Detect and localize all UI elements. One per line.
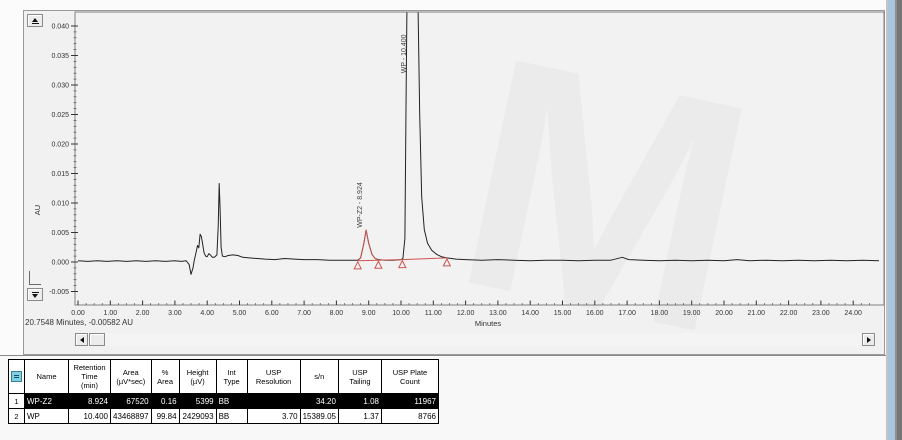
- column-header[interactable]: Retention Time (min): [68, 359, 111, 394]
- table-cell[interactable]: 67520: [110, 393, 152, 409]
- table-cell[interactable]: 99.84: [150, 408, 180, 424]
- table-row[interactable]: 2 WP 10.400 43468897 99.84 2429093 BB 3.70 15389…: [8, 408, 439, 424]
- table-cell[interactable]: 8.924: [68, 393, 111, 409]
- table-corner-cell[interactable]: [8, 359, 25, 394]
- column-header[interactable]: USP Plate Count: [380, 359, 439, 394]
- table-cell[interactable]: 5399: [178, 393, 217, 409]
- table-cell[interactable]: BB: [215, 408, 248, 424]
- right-arrow-icon: [866, 336, 871, 343]
- table-cell[interactable]: 1.08: [337, 393, 382, 409]
- table-cell[interactable]: WP-Z2: [24, 393, 69, 409]
- scroll-up-button[interactable]: [27, 14, 43, 27]
- table-row[interactable]: 1 WP-Z2 8.924 67520 0.16 5399 BB 34.20 1.08 11967: [8, 393, 439, 409]
- up-arrow-icon: [31, 17, 40, 24]
- grid-corner-icon: [11, 371, 22, 382]
- column-header[interactable]: Int Type: [215, 359, 248, 394]
- window-edge-scrollbar[interactable]: [886, 0, 902, 440]
- left-arrow-icon: [79, 336, 84, 343]
- table-cell[interactable]: 11967: [380, 393, 439, 409]
- results-pane: Name Retention Time (min) Area (µV*sec)% A…: [0, 355, 902, 440]
- table-cell[interactable]: 15389.05: [299, 408, 339, 424]
- table-cell[interactable]: 8766: [380, 408, 439, 424]
- table-cell[interactable]: 0.16: [150, 393, 180, 409]
- row-number-cell[interactable]: 2: [8, 408, 25, 424]
- horizontal-scrollbar-thumb[interactable]: [89, 333, 105, 346]
- horizontal-scrollbar-track[interactable]: [75, 333, 876, 346]
- table-cell[interactable]: [246, 393, 301, 409]
- column-header[interactable]: % Area: [150, 359, 180, 394]
- table-cell[interactable]: 2429093: [178, 408, 217, 424]
- down-arrow-icon: [31, 291, 40, 298]
- chromatogram-pane: [23, 10, 885, 355]
- column-header[interactable]: Name: [24, 359, 69, 394]
- column-header[interactable]: USP Tailing: [337, 359, 382, 394]
- table-cell[interactable]: 3.70: [246, 408, 301, 424]
- row-number-cell[interactable]: 1: [8, 393, 25, 409]
- scroll-down-button[interactable]: [27, 288, 43, 301]
- scroll-left-button[interactable]: [75, 333, 88, 346]
- table-cell[interactable]: BB: [215, 393, 248, 409]
- table-cell[interactable]: 43468897: [110, 408, 152, 424]
- column-header[interactable]: s/n: [299, 359, 339, 394]
- scroll-right-button[interactable]: [862, 333, 875, 346]
- cursor-position-status: 20.7548 Minutes, -0.00582 AU: [25, 318, 134, 327]
- table-cell[interactable]: 1.37: [337, 408, 382, 424]
- table-cell[interactable]: 10.400: [68, 408, 111, 424]
- peak-results-table: Name Retention Time (min) Area (µV*sec)% A…: [8, 359, 439, 424]
- column-header[interactable]: Area (µV*sec): [110, 359, 152, 394]
- column-header[interactable]: Height (µV): [178, 359, 217, 394]
- column-header[interactable]: USP Resolution: [246, 359, 301, 394]
- table-cell[interactable]: WP: [24, 408, 69, 424]
- table-cell[interactable]: 34.20: [299, 393, 339, 409]
- full-scale-corner-icon[interactable]: [29, 271, 41, 285]
